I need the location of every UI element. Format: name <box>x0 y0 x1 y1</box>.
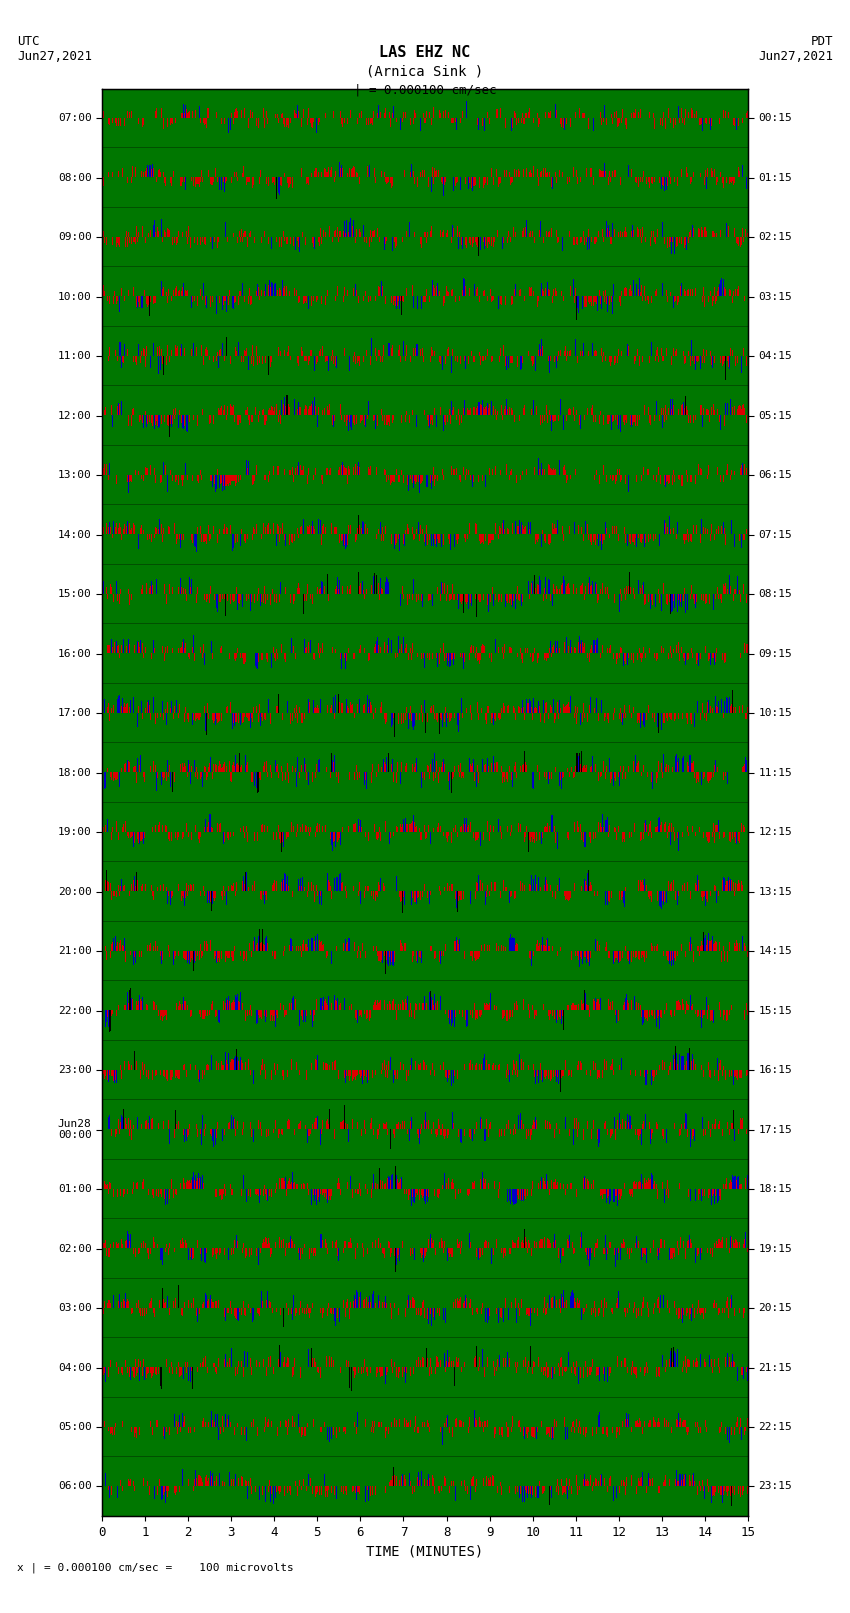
Text: x | = 0.000100 cm/sec =    100 microvolts: x | = 0.000100 cm/sec = 100 microvolts <box>17 1561 294 1573</box>
Text: UTC
Jun27,2021: UTC Jun27,2021 <box>17 35 92 63</box>
Text: | = 0.000100 cm/sec: | = 0.000100 cm/sec <box>354 84 496 97</box>
Text: (Arnica Sink ): (Arnica Sink ) <box>366 65 484 79</box>
X-axis label: TIME (MINUTES): TIME (MINUTES) <box>366 1545 484 1558</box>
Text: PDT
Jun27,2021: PDT Jun27,2021 <box>758 35 833 63</box>
Text: LAS EHZ NC: LAS EHZ NC <box>379 45 471 60</box>
